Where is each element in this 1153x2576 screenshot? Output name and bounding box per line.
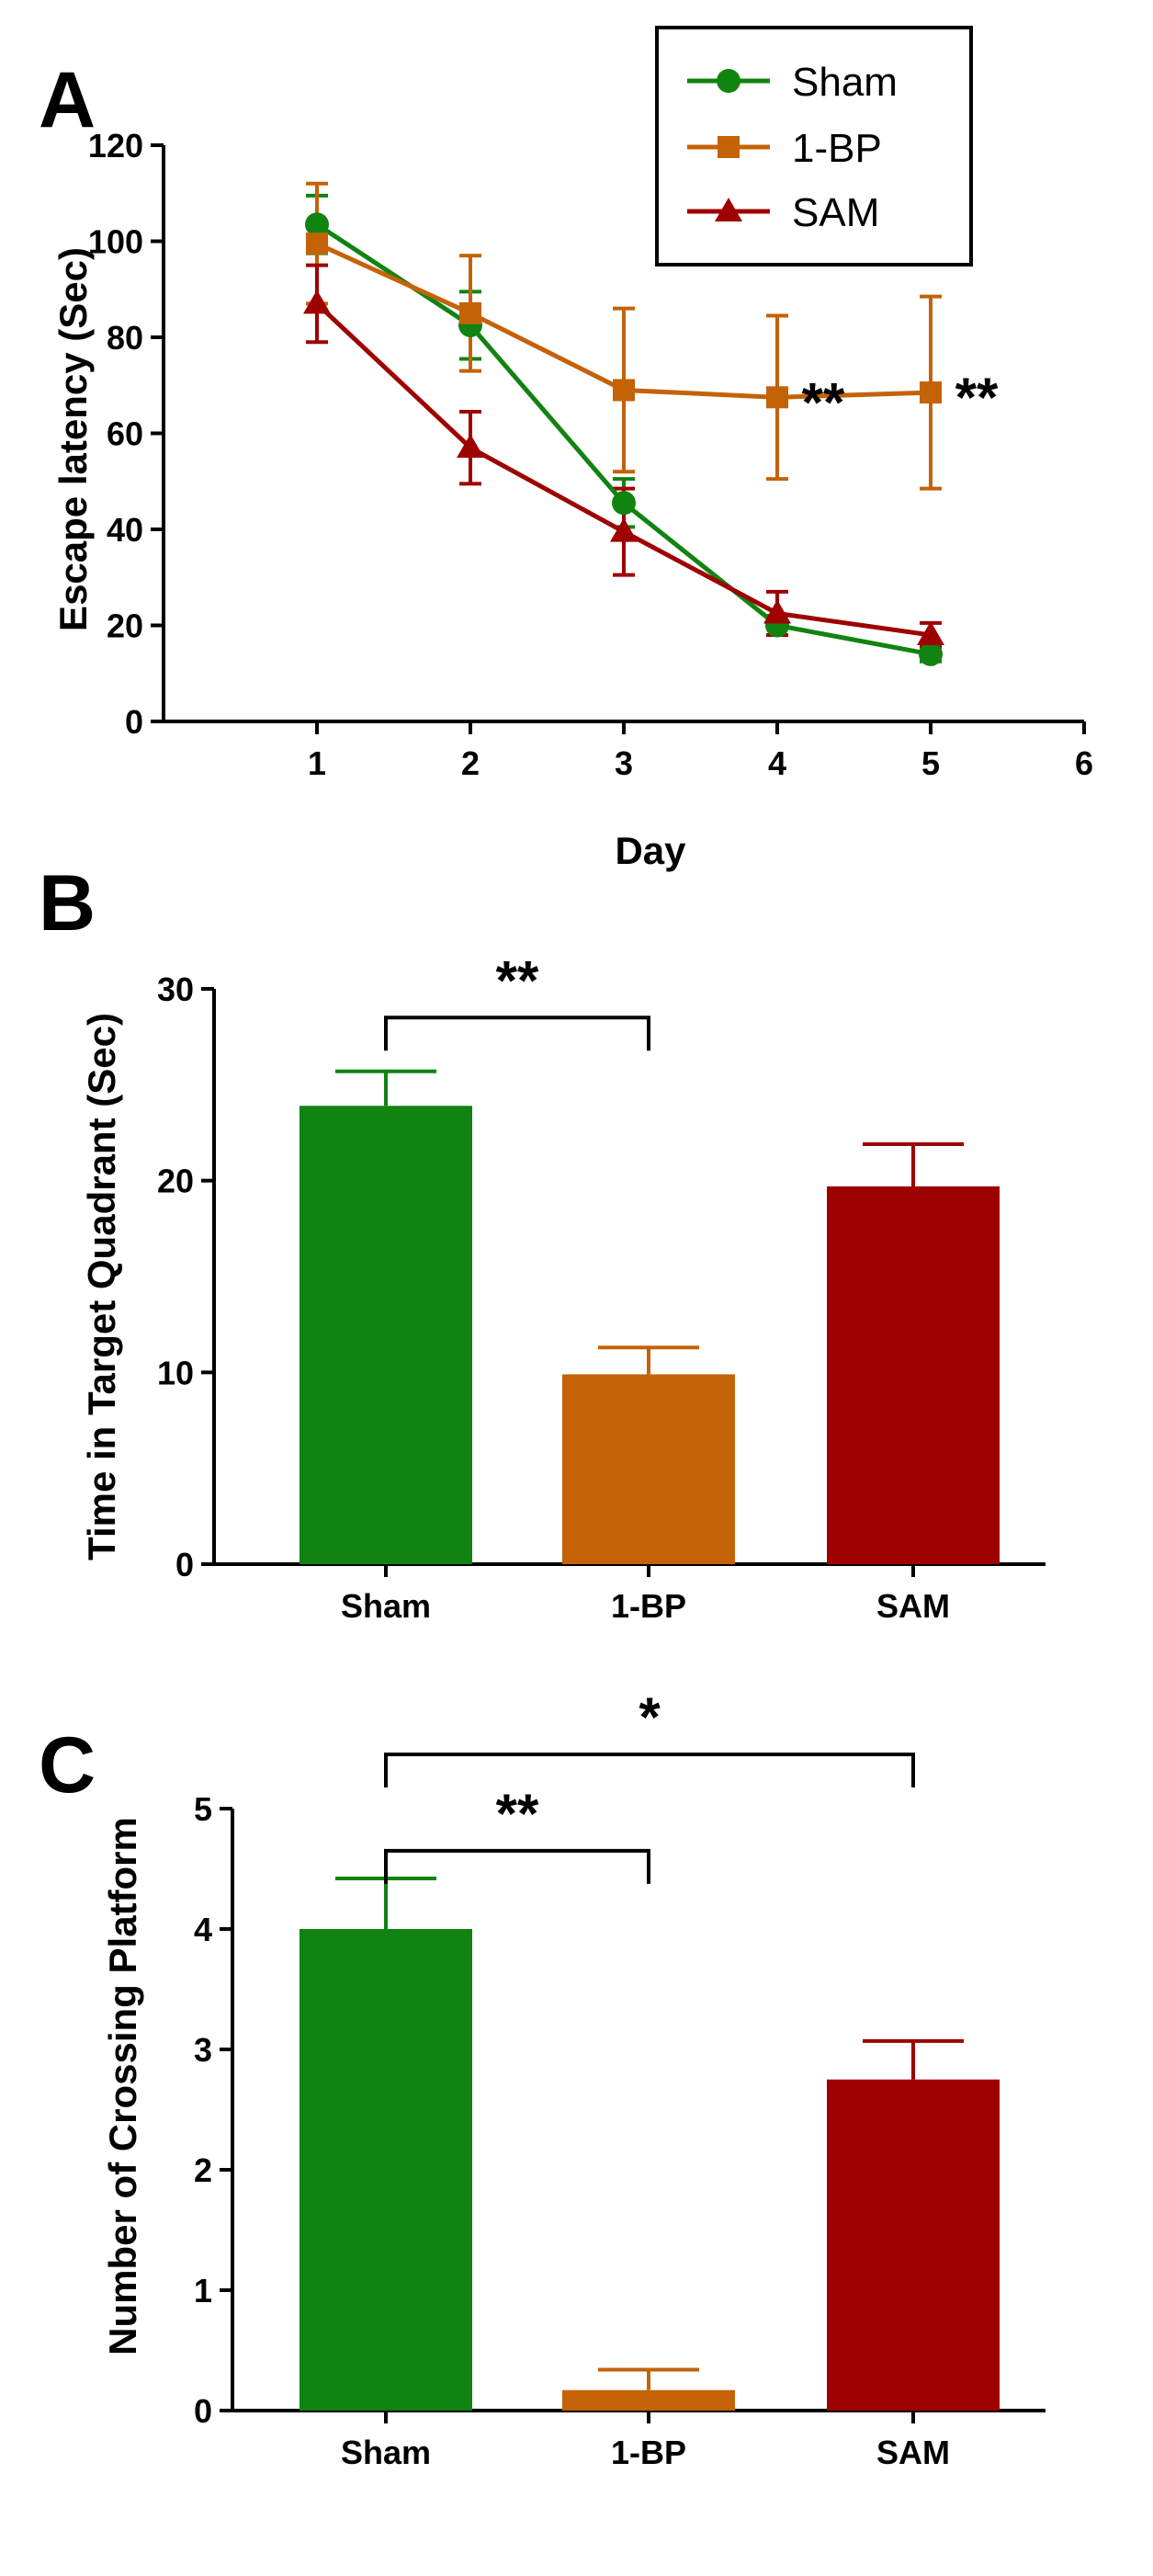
y-tick-label-a: 100: [88, 223, 143, 261]
data-point-1-bp: [613, 379, 635, 402]
y-tick-label-b: 30: [157, 970, 194, 1008]
panel-label-b: B: [39, 859, 96, 948]
panel-c-bar-chart: C Number of Crossing Platform 0 1 2 3 4 5 Sham…: [39, 1686, 1046, 2471]
data-point-sam: [457, 434, 484, 459]
legend-label: SAM: [792, 190, 879, 235]
legend-label: 1-BP: [792, 126, 882, 171]
y-tick-label-c: 4: [194, 1911, 212, 1948]
data-point-1-bp: [459, 301, 481, 324]
data-point-sham: [919, 641, 943, 666]
y-tick-label-c: 1: [194, 2272, 212, 2309]
y-tick-label-c: 0: [194, 2392, 212, 2430]
bar-sam: [827, 2079, 1000, 2411]
bar-sham: [300, 1929, 472, 2411]
x-tick-label-a: 3: [615, 744, 633, 782]
panel-label-a: A: [39, 56, 96, 144]
significance-marker: **: [955, 367, 999, 428]
x-tick-label-b: SAM: [876, 1587, 950, 1625]
significance-bracket: [384, 1848, 650, 1884]
y-tick-label-b: 10: [157, 1354, 194, 1391]
data-point-1-bp: [306, 233, 328, 255]
significance-bracket: [384, 1753, 915, 1788]
legend-entry-sham: Sham: [687, 60, 898, 105]
legend-marker-triangle: [715, 198, 742, 221]
data-point-sam: [303, 289, 331, 314]
x-tick-label-c: Sham: [341, 2434, 431, 2471]
legend-a: Sham 1-BP SAM: [655, 26, 973, 267]
y-tick-label-a: 20: [107, 607, 143, 645]
y-axis-title-a: Escape latency (Sec): [51, 247, 95, 631]
x-tick-label-a: 5: [921, 744, 940, 782]
data-point-sham: [305, 212, 329, 237]
x-tick-label-c: 1-BP: [611, 2434, 686, 2471]
significance-marker: *: [639, 1686, 661, 1748]
legend-marker-square: [718, 136, 740, 158]
y-axis-title-c: Number of Crossing Platform: [101, 1817, 144, 2355]
legend-entry-1-bp: 1-BP: [687, 126, 882, 171]
y-tick-label-a: 40: [107, 511, 143, 549]
x-tick-label-a: 1: [308, 744, 326, 782]
significance-marker: **: [496, 1783, 539, 1844]
x-tick-label-a: 4: [768, 744, 786, 782]
plot-area-a: ** **: [303, 181, 999, 666]
y-tick-label-a: 0: [125, 703, 143, 741]
y-tick-label-c: 2: [194, 2151, 212, 2189]
x-axis-title-a: Day: [615, 829, 686, 872]
legend-label: Sham: [792, 60, 898, 105]
y-tick-label-a: 120: [88, 127, 143, 165]
y-tick-label-c: 5: [194, 1790, 212, 1828]
panel-label-c: C: [39, 1721, 96, 1810]
significance-bracket: [384, 1016, 650, 1051]
legend-box: [655, 26, 973, 267]
bar-1-bp: [562, 1374, 735, 1564]
data-point-1-bp: [766, 386, 788, 409]
bar-sham: [300, 1106, 472, 1564]
legend-marker-circle: [717, 69, 740, 93]
data-point-sam: [763, 599, 791, 624]
bar-sam: [827, 1186, 1000, 1564]
axes-a: 0 20 40 60 80 100 120 1 2 3 4 5 6: [88, 127, 1093, 782]
plot-area-b: **: [300, 949, 1000, 1564]
panel-b-bar-chart: B Time in Target Quadrant (Sec) 0 10 20 30 S…: [39, 859, 1046, 1625]
y-tick-label-b: 20: [157, 1163, 194, 1200]
data-point-sam: [917, 620, 944, 645]
y-tick-label-a: 80: [107, 319, 143, 357]
x-tick-label-b: Sham: [341, 1587, 431, 1625]
panel-a-line-chart: A Escape latency (Sec) Day 0 20 40 60 80 100 1…: [39, 26, 1093, 872]
y-tick-label-c: 3: [194, 2031, 212, 2069]
data-point-sham: [612, 491, 636, 516]
plot-area-c: ***: [300, 1686, 1000, 2411]
y-tick-label-a: 60: [107, 415, 143, 453]
significance-marker: **: [802, 371, 845, 433]
data-point-sam: [610, 517, 638, 542]
legend-entry-sam: SAM: [687, 190, 879, 235]
bar-1-bp: [562, 2389, 735, 2411]
significance-marker: **: [496, 949, 539, 1011]
x-tick-label-b: 1-BP: [611, 1587, 686, 1625]
x-tick-label-a: 6: [1075, 744, 1093, 782]
data-point-1-bp: [920, 381, 942, 404]
y-axis-title-b: Time in Target Quadrant (Sec): [80, 1013, 123, 1560]
y-tick-label-b: 0: [175, 1546, 194, 1583]
x-tick-label-c: SAM: [876, 2434, 950, 2471]
x-tick-label-a: 2: [461, 744, 480, 782]
